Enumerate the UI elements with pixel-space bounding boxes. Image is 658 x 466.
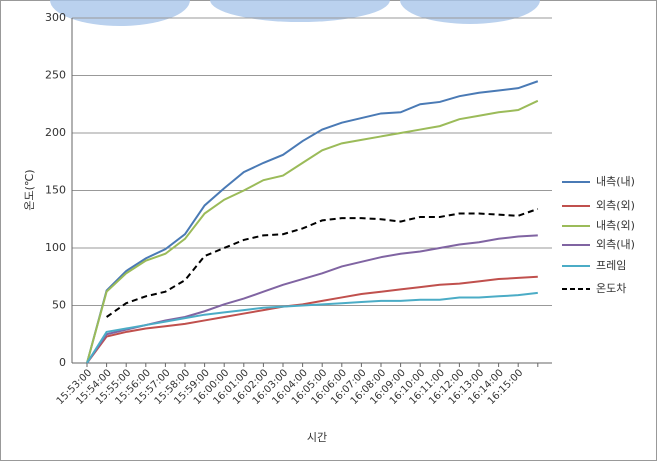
- series-line: [106, 207, 539, 318]
- legend-label: 외측(내): [596, 238, 635, 251]
- legend-label: 외측(외): [596, 199, 635, 212]
- x-axis-title: 시간: [307, 431, 327, 444]
- y-tick-label: 250: [45, 69, 66, 82]
- series-line: [86, 80, 539, 364]
- y-tick-label: 100: [45, 241, 66, 254]
- y-tick-label: 300: [45, 11, 66, 24]
- series-line: [86, 99, 539, 364]
- legend-label: 내측(외): [596, 219, 635, 232]
- series-line: [86, 291, 538, 364]
- legend-label: 온도차: [596, 282, 626, 295]
- y-tick-label: 50: [52, 299, 66, 312]
- y-tick-label: 200: [45, 126, 66, 139]
- decoration: [210, 0, 390, 22]
- y-tick-label: 150: [45, 184, 66, 197]
- y-axis-title: 온도(℃): [23, 169, 36, 210]
- legend-label: 내측(내): [596, 175, 635, 188]
- series-line: [86, 275, 538, 364]
- decoration: [50, 0, 190, 26]
- y-tick-label: 0: [59, 356, 66, 369]
- legend-label: 프레임: [596, 259, 626, 272]
